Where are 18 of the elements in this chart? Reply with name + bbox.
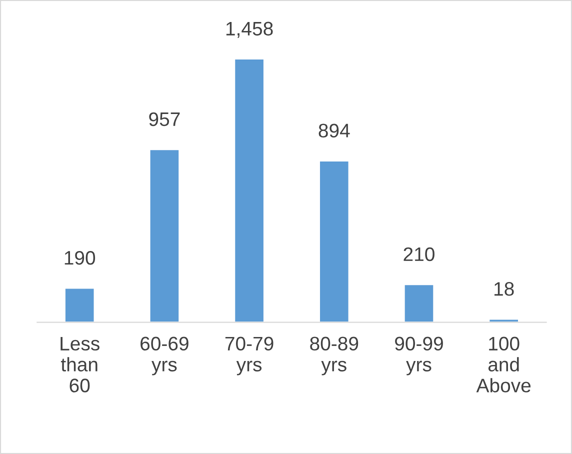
x-tick-label: 60-69 yrs <box>140 336 188 376</box>
data-label: 894 <box>318 124 350 138</box>
bar <box>148 148 180 322</box>
data-label: 18 <box>494 282 514 296</box>
x-tick-label: 70-79 yrs <box>225 336 274 376</box>
data-label: 210 <box>404 247 434 262</box>
bar <box>234 58 265 322</box>
x-tick-label: 90-99 yrs <box>395 336 443 376</box>
bar <box>318 160 350 322</box>
bar <box>403 284 435 322</box>
bar <box>64 287 96 322</box>
x-tick-label: 80-89 yrs <box>310 336 358 376</box>
data-label: 190 <box>64 250 96 265</box>
bar <box>488 318 520 322</box>
data-label: 957 <box>149 112 180 126</box>
data-label: 1,458 <box>226 22 273 38</box>
x-tick-label: Less than 60 <box>60 336 100 392</box>
x-tick-label: 100 and Above <box>476 336 531 392</box>
